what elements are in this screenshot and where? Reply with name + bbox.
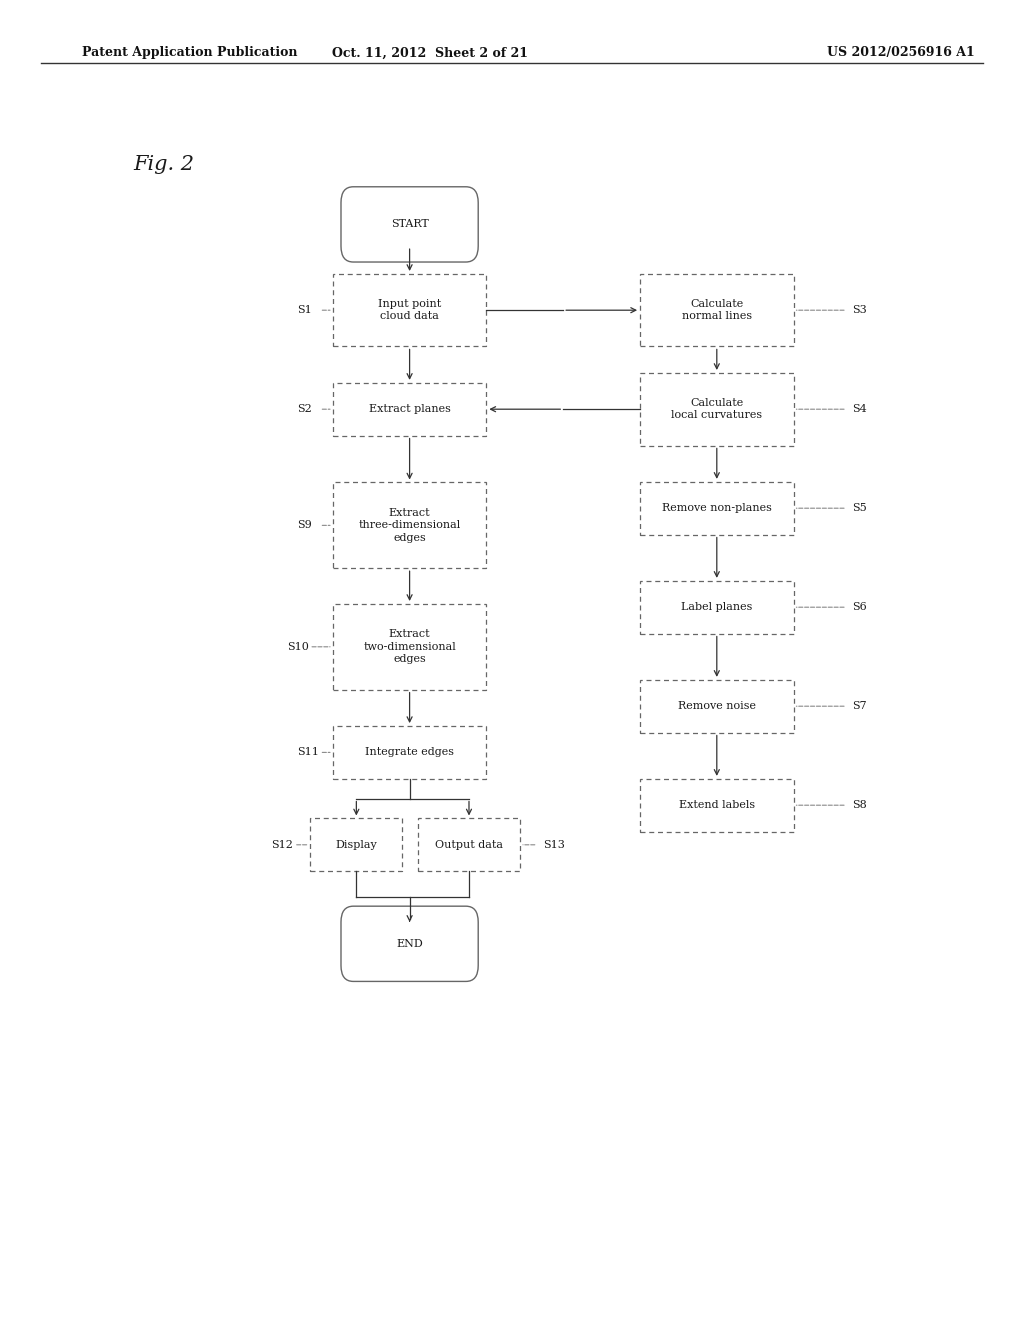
Text: S2: S2 [297,404,311,414]
FancyBboxPatch shape [341,907,478,982]
Text: Display: Display [336,840,377,850]
Text: Extract planes: Extract planes [369,404,451,414]
Text: Fig. 2: Fig. 2 [133,156,195,174]
Text: US 2012/0256916 A1: US 2012/0256916 A1 [827,46,975,59]
FancyBboxPatch shape [640,273,794,346]
FancyBboxPatch shape [640,779,794,832]
FancyBboxPatch shape [640,372,794,446]
Text: Oct. 11, 2012  Sheet 2 of 21: Oct. 11, 2012 Sheet 2 of 21 [332,46,528,59]
Text: S4: S4 [852,404,866,414]
Text: Extend labels: Extend labels [679,800,755,810]
FancyBboxPatch shape [333,726,486,779]
FancyBboxPatch shape [333,273,486,346]
Text: Output data: Output data [435,840,503,850]
Text: Label planes: Label planes [681,602,753,612]
FancyBboxPatch shape [640,581,794,634]
Text: Integrate edges: Integrate edges [366,747,454,758]
Text: S10: S10 [287,642,308,652]
FancyBboxPatch shape [640,482,794,535]
Text: Calculate
local curvatures: Calculate local curvatures [672,399,762,420]
Text: S7: S7 [852,701,866,711]
FancyBboxPatch shape [418,818,520,871]
Text: Extract
three-dimensional
edges: Extract three-dimensional edges [358,508,461,543]
FancyBboxPatch shape [333,383,486,436]
Text: S1: S1 [297,305,311,315]
Text: S13: S13 [543,840,564,850]
Text: S12: S12 [271,840,293,850]
Text: S3: S3 [852,305,866,315]
Text: S5: S5 [852,503,866,513]
Text: Remove noise: Remove noise [678,701,756,711]
Text: Remove non-planes: Remove non-planes [662,503,772,513]
Text: S11: S11 [297,747,318,758]
Text: S6: S6 [852,602,866,612]
Text: Input point
cloud data: Input point cloud data [378,300,441,321]
Text: Calculate
normal lines: Calculate normal lines [682,300,752,321]
Text: Patent Application Publication: Patent Application Publication [82,46,297,59]
Text: START: START [391,219,428,230]
FancyBboxPatch shape [333,482,486,568]
Text: Extract
two-dimensional
edges: Extract two-dimensional edges [364,630,456,664]
Text: S9: S9 [297,520,311,531]
FancyBboxPatch shape [333,605,486,689]
Text: END: END [396,939,423,949]
FancyBboxPatch shape [640,680,794,733]
FancyBboxPatch shape [341,186,478,261]
Text: S8: S8 [852,800,866,810]
FancyBboxPatch shape [310,818,402,871]
